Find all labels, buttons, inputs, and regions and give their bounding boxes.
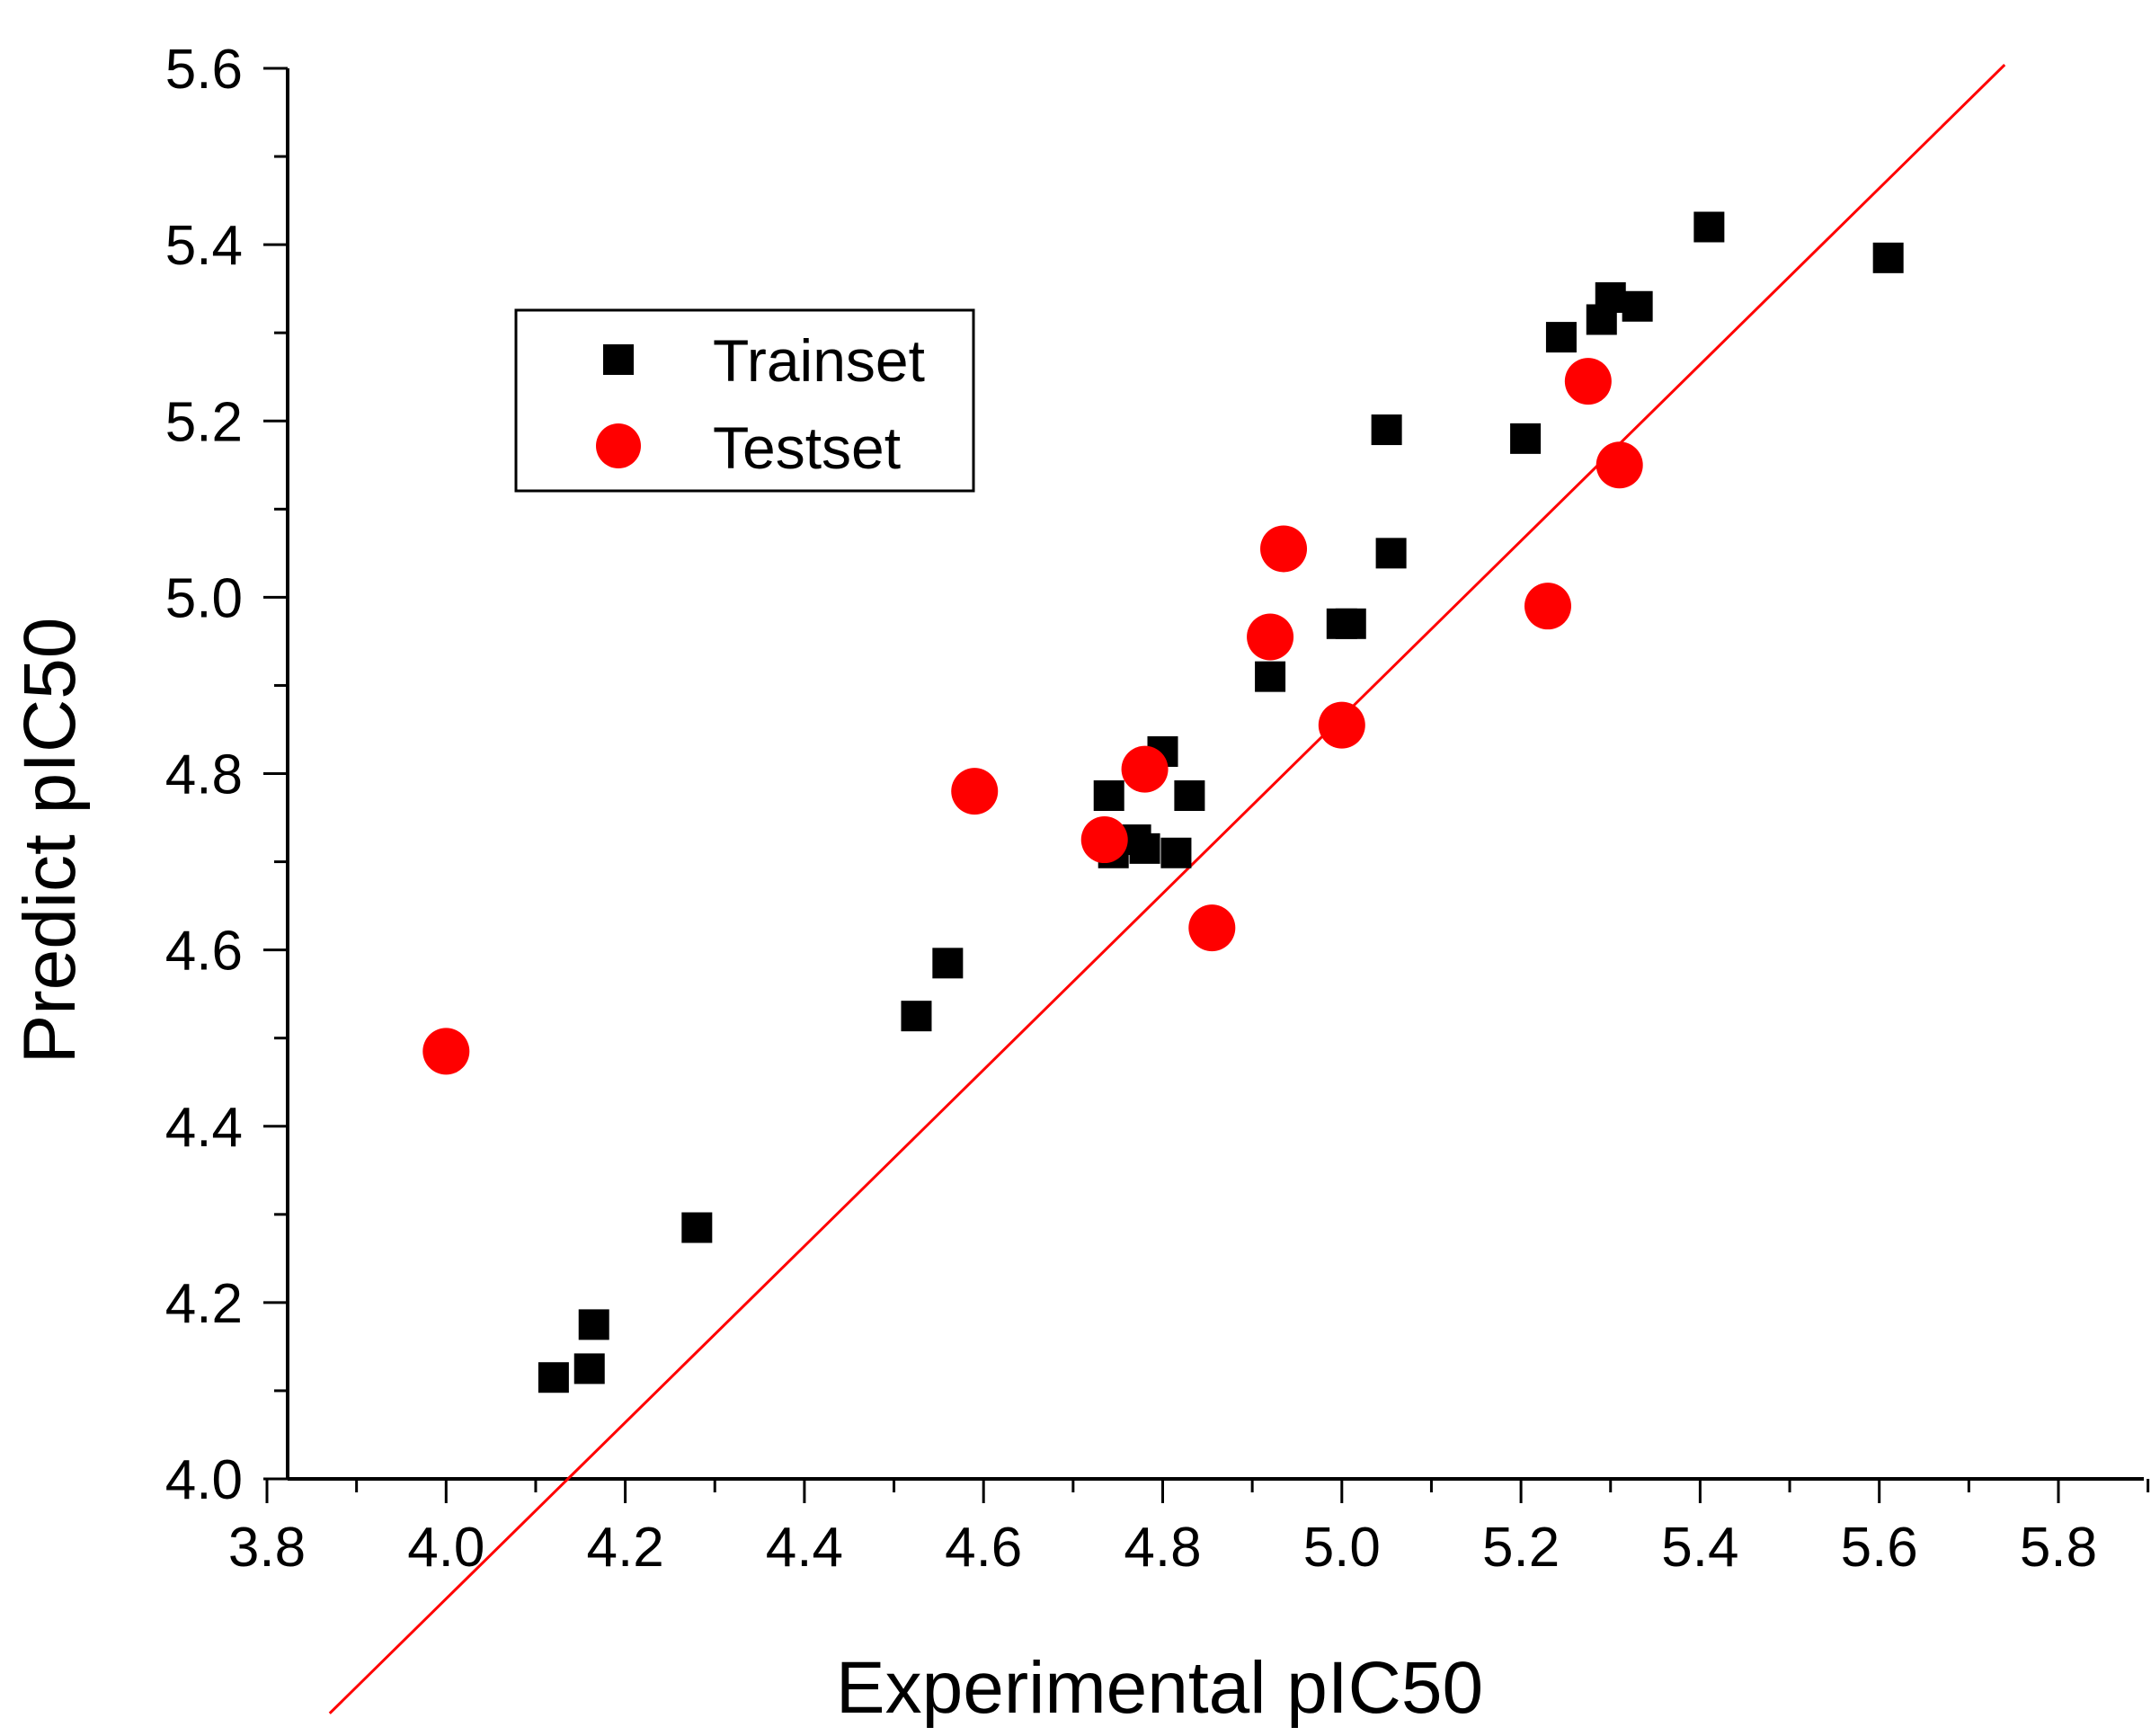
testset-point xyxy=(1247,613,1294,661)
trainset-point xyxy=(1255,661,1286,692)
x-tick-labels: 3.8 4.0 4.2 4.4 4.6 4.8 5.0 5.2 5.4 5.6 5.8 xyxy=(228,1517,2097,1579)
y-tick-label: 5.6 xyxy=(165,39,243,101)
y-tick-label: 4.6 xyxy=(165,921,243,983)
x-tick-label: 5.6 xyxy=(1841,1517,1918,1579)
trainset-point xyxy=(1595,281,1626,313)
trainset-point xyxy=(1622,290,1653,322)
testset-point xyxy=(1121,745,1169,793)
trainset-point xyxy=(573,1353,605,1384)
legend-test-marker xyxy=(596,423,641,468)
x-tick-label: 3.8 xyxy=(228,1517,306,1579)
trainset-point xyxy=(1129,832,1160,864)
x-tick-label: 4.2 xyxy=(586,1517,663,1579)
legend: Trainset Testset xyxy=(514,308,975,493)
y-tick-label: 4.2 xyxy=(165,1273,243,1335)
legend-train-label: Trainset xyxy=(713,327,925,394)
y-tick-labels: 4.0 4.2 4.4 4.6 4.8 5.0 5.2 5.4 5.6 xyxy=(165,39,243,1511)
testset-points xyxy=(422,358,1643,1075)
legend-train-marker xyxy=(603,344,634,375)
trainset-point xyxy=(538,1362,569,1393)
testset-point xyxy=(1080,816,1128,864)
trainset-point xyxy=(1510,423,1542,454)
testset-point xyxy=(951,768,999,815)
y-tick-label: 5.4 xyxy=(165,215,243,277)
y-tick-label: 5.0 xyxy=(165,567,243,629)
x-tick-label: 4.4 xyxy=(766,1517,843,1579)
y-tick-label: 4.4 xyxy=(165,1097,243,1159)
trainset-point xyxy=(1693,211,1725,243)
y-tick-label: 5.2 xyxy=(165,391,243,453)
fit-line-layer xyxy=(328,64,2006,1714)
trainset-point xyxy=(901,1001,932,1032)
testset-point xyxy=(1524,583,1571,630)
testset-point xyxy=(1318,701,1365,749)
tick-marks xyxy=(263,67,2150,1503)
x-tick-label: 5.2 xyxy=(1482,1517,1560,1579)
legend-box xyxy=(514,308,975,493)
x-tick-label: 4.8 xyxy=(1124,1517,1201,1579)
trainset-point xyxy=(1160,837,1192,868)
trainset-point xyxy=(932,948,964,979)
y-axis-title: Predict pIC50 xyxy=(9,618,91,1064)
testset-point xyxy=(1595,441,1643,489)
trainset-point xyxy=(1174,780,1205,812)
y-tick-label: 4.0 xyxy=(165,1449,243,1511)
testset-point xyxy=(1188,904,1236,952)
y-tick-label: 4.8 xyxy=(165,744,243,806)
trainset-point xyxy=(681,1212,713,1243)
x-tick-label: 4.6 xyxy=(945,1517,1022,1579)
fit-line xyxy=(328,64,2006,1714)
testset-point xyxy=(1564,358,1612,405)
trainset-point xyxy=(578,1309,609,1340)
testset-point xyxy=(422,1028,470,1075)
trainset-point xyxy=(1335,608,1366,639)
axes xyxy=(286,68,2144,1481)
trainset-point xyxy=(1371,414,1402,446)
x-tick-label: 5.8 xyxy=(2020,1517,2097,1579)
trainset-point xyxy=(1545,322,1577,353)
x-tick-label: 5.4 xyxy=(1661,1517,1738,1579)
legend-test-label: Testset xyxy=(713,414,901,481)
x-tick-label: 5.0 xyxy=(1303,1517,1381,1579)
x-tick-label: 4.0 xyxy=(407,1517,484,1579)
trainset-point xyxy=(1093,780,1124,812)
testset-point xyxy=(1260,525,1308,573)
trainset-point xyxy=(1375,538,1407,569)
trainset-point xyxy=(1872,242,1904,273)
trainset-points xyxy=(538,211,1904,1393)
x-axis-title: Experimental pIC50 xyxy=(836,1647,1483,1729)
